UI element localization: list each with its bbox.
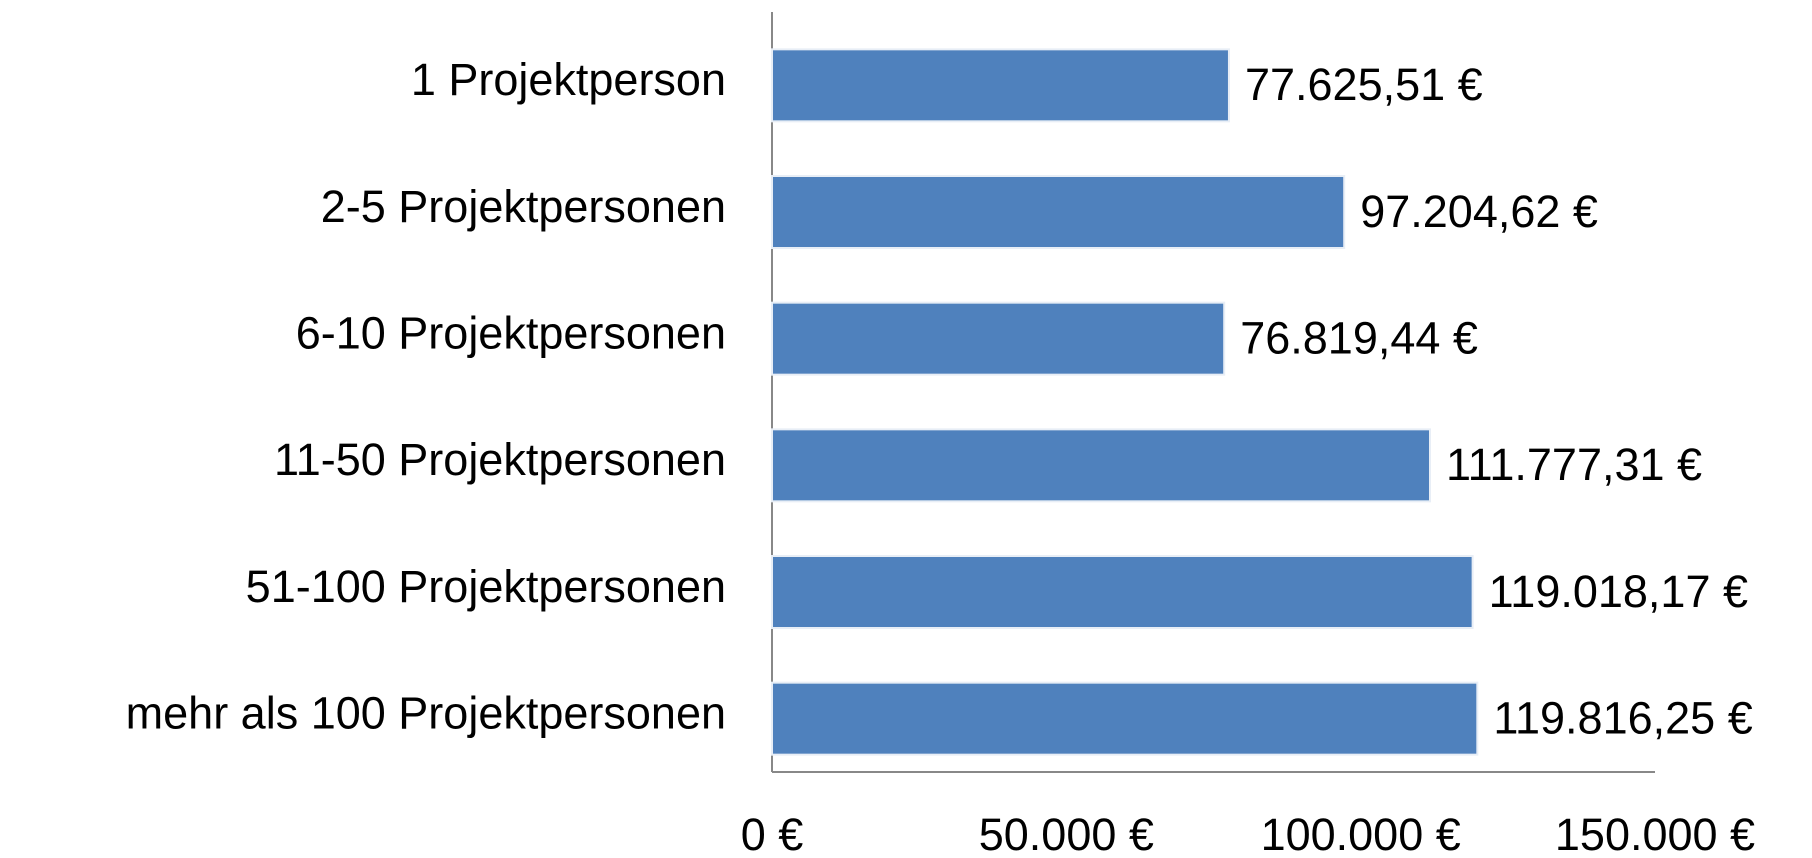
bar — [771, 555, 1474, 629]
y-tick-label: mehr als 100 Projektpersonen — [126, 688, 726, 739]
x-tick-label: 50.000 € — [979, 809, 1154, 858]
data-label: 119.816,25 € — [1493, 693, 1752, 744]
y-tick-label: 51-100 Projektpersonen — [246, 561, 726, 612]
bar — [771, 48, 1230, 123]
x-tick-label: 100.000 € — [1261, 809, 1461, 858]
bar — [771, 681, 1479, 756]
data-label: 77.625,51 € — [1245, 59, 1483, 110]
x-tick-label: 0 € — [741, 809, 804, 858]
data-label: 119.018,17 € — [1489, 566, 1748, 617]
y-tick-label: 6-10 Projektpersonen — [296, 308, 726, 359]
data-label: 111.777,31 € — [1446, 439, 1702, 490]
y-tick-label: 2-5 Projektpersonen — [321, 181, 726, 232]
x-tick-label: 150.000 € — [1555, 809, 1755, 858]
y-tick-label: 11-50 Projektpersonen — [274, 434, 726, 485]
data-label: 76.819,44 € — [1240, 313, 1478, 364]
bar — [771, 301, 1226, 376]
bar — [771, 428, 1431, 503]
data-label: 97.204,62 € — [1360, 186, 1598, 237]
y-tick-label: 1 Projektperson — [411, 54, 726, 105]
bar — [771, 175, 1346, 249]
